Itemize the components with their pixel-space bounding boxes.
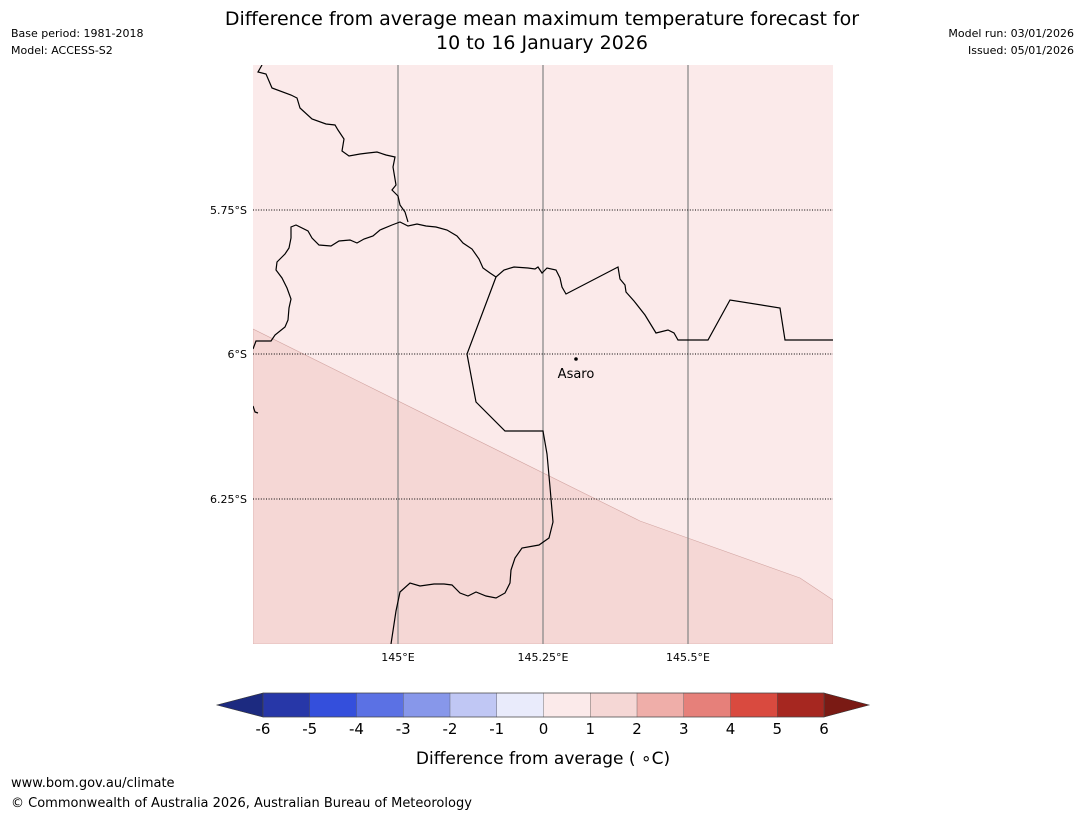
colorbar-cell [683,692,731,718]
header-right: Model run: 03/01/2026 Issued: 05/01/2026 [948,25,1074,59]
boundary-west-tick [253,405,259,414]
model-text: Model: ACCESS-S2 [11,44,113,57]
asaro-marker [574,357,578,361]
map-area: Asaro [253,65,833,644]
colorbar-tick-label: 1 [585,720,595,738]
colorbar: -6 -5 -4 -3 -2 -1 0 1 2 3 4 5 6 Difference from aver… [215,692,871,769]
lat-label-6-25S: 6.25°S [210,493,247,506]
colorbar-tick-label: -1 [489,720,504,738]
map-title: Difference from average mean maximum tem… [142,7,942,55]
colorbar-tick-label: -5 [302,720,317,738]
lat-label-5-75S: 5.75°S [210,204,247,217]
colorbar-tick-label: 4 [726,720,736,738]
colorbar-cell [403,692,451,718]
map-figure: Asaro 5.75°S 6°S 6.25°S 145°E 145.25°E 1… [210,65,833,664]
colorbar-tick-label: 3 [679,720,689,738]
title-line-2: 10 to 16 January 2026 [436,32,648,54]
colorbar-tick-label: 5 [772,720,782,738]
colorbar-cell [309,692,357,718]
boundary-chimbu [390,276,554,644]
footer-website: www.bom.gov.au/climate [11,776,175,791]
model-run-text: Model run: 03/01/2026 [948,27,1074,40]
colorbar-under-triangle [215,692,264,718]
colorbar-frame [262,692,825,718]
colorbar-cell [262,692,311,718]
lon-label-145E: 145°E [381,651,414,664]
lat-label-6S: 6°S [228,348,247,361]
title-line-1: Difference from average mean maximum tem… [224,8,860,30]
colorbar-cell [496,692,544,718]
boundary-central-west [253,221,833,350]
colorbar-cell [636,692,685,718]
colorbar-tick-label: 6 [819,720,829,738]
colorbar-tick-label: -3 [396,720,411,738]
colorbar-tick-label: -4 [349,720,364,738]
colorbar-cell [543,692,591,718]
colorbar-cell [777,692,825,718]
issued-text: Issued: 05/01/2026 [967,44,1074,57]
base-period-text: Base period: 1981-2018 [11,27,144,40]
colorbar-tick-label: 2 [632,720,642,738]
lon-label-145-5E: 145.5°E [666,651,710,664]
boundary-north-west [257,65,409,223]
colorbar-tick-label: -2 [443,720,458,738]
header-left: Base period: 1981-2018 Model: ACCESS-S2 [11,25,143,59]
colorbar-cell [590,692,638,718]
colorbar-cell [449,692,498,718]
colorbar-tick-label: 0 [539,720,549,738]
footer-copyright: © Commonwealth of Australia 2026, Austra… [11,796,472,811]
province-boundaries [253,65,833,644]
colorbar-tick-label: -6 [256,720,271,738]
colorbar-over-triangle [823,692,871,718]
lon-label-145-25E: 145.25°E [518,651,569,664]
colorbar-cell [356,692,404,718]
asaro-label: Asaro [558,367,595,382]
colorbar-label: Difference from average ( ∘C) [416,749,670,769]
colorbar-cell [730,692,778,718]
